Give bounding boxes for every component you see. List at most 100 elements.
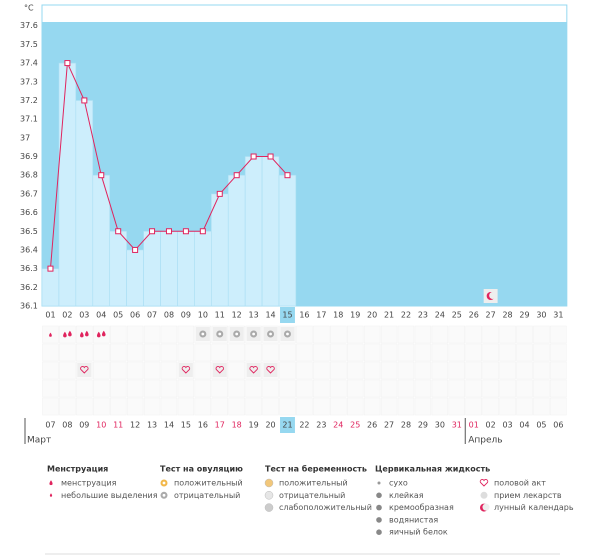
- grid-cell: [93, 343, 110, 362]
- day-label: 20: [367, 311, 377, 320]
- date-label: 08: [62, 421, 72, 430]
- icon-box: [263, 363, 278, 377]
- grid-cell: [499, 361, 516, 380]
- grid-cell: [228, 397, 245, 416]
- grid-cell: [482, 343, 499, 362]
- grid-cell: [109, 343, 127, 362]
- heart-icon: [479, 479, 489, 487]
- grid-cell: [431, 361, 449, 380]
- grid-cell: [499, 379, 516, 398]
- date-label: 07: [45, 421, 55, 430]
- grid-cell: [346, 397, 364, 416]
- temp-column: [160, 230, 178, 307]
- legend-item: положительный: [279, 479, 348, 488]
- legend-item: небольшие выделения: [61, 491, 158, 500]
- day-label: 15: [282, 311, 292, 320]
- grid-cell: [363, 343, 381, 362]
- day-label: 24: [435, 311, 445, 320]
- day-label: 27: [486, 311, 496, 320]
- grid-cell: [499, 397, 516, 416]
- grid-cell: [93, 379, 110, 398]
- grid-cell: [126, 343, 144, 362]
- date-label: 23: [316, 421, 326, 430]
- date-label: 01: [469, 421, 479, 430]
- drop-icon: [49, 493, 53, 497]
- grid-cell: [177, 379, 195, 398]
- legend-item: слабоположительный: [279, 503, 372, 512]
- grid-cell: [380, 397, 398, 416]
- grid-cell: [76, 325, 93, 344]
- test-icon-center: [201, 332, 205, 336]
- grid-cell: [550, 361, 567, 380]
- heart-icon: [181, 366, 191, 374]
- legend-item: менструация: [61, 479, 117, 488]
- date-label: 17: [215, 421, 225, 430]
- legend-title: Тест на беременность: [265, 464, 367, 474]
- legend-item: кремообразная: [389, 503, 454, 512]
- drop-icon: [85, 330, 89, 337]
- grid-cell: [245, 343, 262, 362]
- grid-cell: [533, 361, 550, 380]
- legend-item: положительный: [174, 479, 243, 488]
- grid-cell: [126, 379, 144, 398]
- grid-cell: [42, 379, 59, 398]
- grid-cell: [516, 343, 533, 362]
- y-tick-label: 37.4: [20, 59, 38, 68]
- date-label: 21: [282, 421, 292, 430]
- grid-cell: [262, 397, 279, 416]
- drop-icon: [63, 331, 67, 338]
- grid-cell: [550, 379, 567, 398]
- drop-icon: [49, 332, 52, 337]
- grid-cell: [313, 361, 330, 380]
- grid-cell: [380, 379, 398, 398]
- day-label: 28: [502, 311, 512, 320]
- y-unit: °C: [24, 4, 34, 13]
- day-label: 07: [147, 311, 157, 320]
- grid-cell: [465, 325, 482, 344]
- day-label: 03: [79, 311, 89, 320]
- temp-point: [233, 172, 240, 179]
- grid-cell: [346, 379, 364, 398]
- temp-column: [143, 230, 161, 307]
- grid-cell: [431, 397, 449, 416]
- grid-cell: [42, 343, 59, 362]
- date-label: 05: [536, 421, 546, 430]
- grid-cell: [194, 397, 212, 416]
- grid-cell: [397, 343, 415, 362]
- grid-cell: [465, 343, 482, 362]
- grid-cell: [482, 397, 499, 416]
- test-icon-center: [269, 332, 272, 336]
- icon-box: [212, 363, 227, 377]
- grid-cell: [482, 361, 499, 380]
- grid-cell: [380, 325, 398, 344]
- temp-column: [177, 230, 195, 307]
- grid-cell: [516, 397, 533, 416]
- grid-cell: [516, 379, 533, 398]
- grid-cell: [313, 379, 330, 398]
- grid-cell: [431, 343, 449, 362]
- grid-cell: [262, 343, 279, 362]
- grid-cell: [262, 379, 279, 398]
- date-label: 30: [435, 421, 445, 430]
- grid-cell: [482, 379, 499, 398]
- preg-icon: [264, 478, 274, 488]
- date-label: 09: [79, 421, 89, 430]
- grid-cell: [330, 397, 347, 416]
- date-label: 31: [452, 421, 462, 430]
- grid-cell: [59, 343, 76, 362]
- temp-point: [165, 228, 172, 235]
- day-label: 31: [553, 311, 563, 320]
- temp-point: [47, 265, 54, 272]
- grid-cell: [245, 397, 262, 416]
- date-label: 14: [164, 421, 174, 430]
- temp-column: [261, 156, 280, 307]
- date-label: 04: [519, 421, 529, 430]
- grid-cell: [533, 397, 550, 416]
- grid-cell: [499, 325, 516, 344]
- grid-cell: [346, 343, 364, 362]
- grid-cell: [550, 343, 567, 362]
- grid-cell: [363, 379, 381, 398]
- temp-column: [41, 268, 60, 307]
- legend-item: лунный календарь: [494, 503, 574, 512]
- date-label: 24: [333, 421, 343, 430]
